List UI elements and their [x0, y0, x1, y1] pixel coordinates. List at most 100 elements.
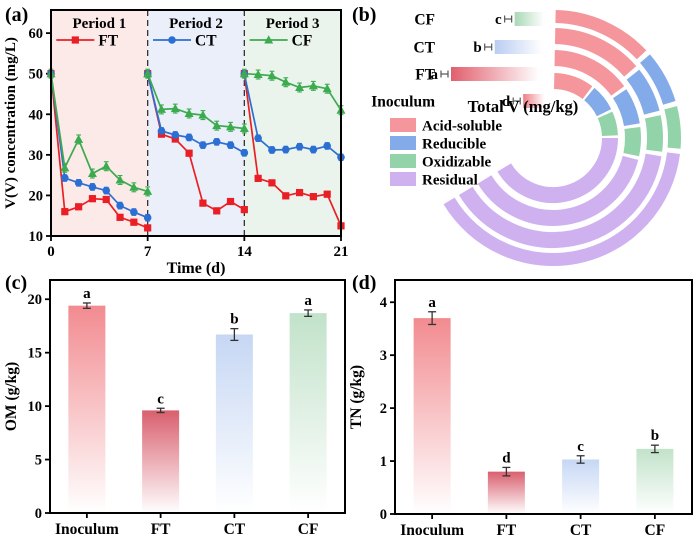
y-tick-label: 15 — [28, 346, 43, 362]
panel-d-bar-chart: a Inoculum d FT c CT b CF 0 1 2 3 4 TN (g/kg) — [348, 279, 693, 539]
period-band-3 — [244, 10, 341, 236]
cf-triangle-marker — [308, 81, 318, 90]
cf-triangle-marker — [253, 69, 263, 79]
total-v-bar-ct — [494, 40, 546, 54]
y-tick-label: 0 — [380, 507, 387, 523]
ft-square-marker — [240, 206, 248, 214]
ft-square-marker — [309, 193, 317, 201]
sig-letter: a — [83, 286, 91, 302]
panel-d-tag: (d) — [352, 272, 377, 294]
ct-circle-marker — [295, 142, 304, 151]
panel-c-tag: (c) — [5, 272, 28, 294]
sig-letter: b — [230, 312, 238, 328]
ct-circle-marker — [185, 133, 193, 142]
cf-triangle-marker — [281, 77, 291, 86]
ring-inoculum-oxidizable — [597, 111, 618, 137]
y-tick-label: 2 — [380, 401, 387, 417]
legend-label: CF — [292, 33, 313, 50]
legend-label: Reducible — [422, 137, 487, 153]
bar-ft — [487, 471, 525, 514]
cf-triangle-marker — [322, 83, 332, 93]
ct-circle-marker — [143, 213, 152, 222]
y-tick-label: 20 — [28, 292, 43, 308]
x-tick-label: CT — [224, 521, 246, 538]
sig-letter: c — [495, 12, 502, 28]
ring-cf-residual — [443, 152, 680, 266]
x-tick-label: Inoculum — [55, 521, 119, 538]
sig-letter: c — [157, 391, 164, 407]
x-tick-label: CT — [570, 522, 592, 539]
x-tick-label: FT — [496, 522, 516, 539]
y-tick-label: 0 — [35, 506, 42, 522]
period-label: Period 1 — [72, 16, 126, 32]
ft-square-marker — [61, 208, 69, 216]
sig-letter: c — [577, 439, 584, 455]
group-label: CF — [414, 12, 435, 29]
x-tick-label: 21 — [334, 244, 349, 260]
ring-cf-reducible — [639, 54, 676, 105]
y-tick-label: 30 — [29, 148, 44, 164]
cf-triangle-marker — [264, 35, 274, 44]
ct-circle-marker — [171, 131, 180, 139]
total-v-bar-cf — [514, 12, 546, 26]
legend-label: Acid-soluble — [422, 119, 502, 135]
ct-circle-marker — [88, 183, 97, 191]
sig-letter: a — [304, 293, 312, 309]
ct-circle-marker — [254, 134, 262, 143]
ring-ft-oxidizable — [623, 126, 641, 157]
y-tick-label: 10 — [29, 229, 44, 245]
cf-triangle-marker — [170, 103, 180, 113]
ct-circle-marker — [240, 149, 249, 157]
cf-triangle-marker — [74, 134, 84, 143]
period-label: Period 2 — [169, 16, 223, 32]
cf-triangle-marker — [226, 122, 236, 131]
sig-letter: a — [428, 295, 436, 311]
ct-circle-marker — [168, 36, 176, 44]
ring-inoculum-reducible — [583, 87, 612, 117]
bar-inoculum — [68, 305, 106, 513]
ring-cf-acid-soluble — [555, 10, 647, 60]
ring-ct-residual — [458, 153, 662, 248]
x-tick-label: 7 — [144, 244, 152, 260]
cf-triangle-marker — [184, 108, 194, 117]
y-axis-label: TN (g/kg) — [348, 365, 365, 429]
group-label: FT — [415, 67, 435, 84]
x-axis-label: Time (d) — [167, 260, 226, 277]
x-tick-label: FT — [151, 521, 171, 538]
x-tick-label: CF — [298, 521, 319, 538]
total-v-bar-ft — [451, 67, 546, 81]
ft-square-marker — [75, 203, 83, 211]
ct-circle-marker — [61, 174, 69, 182]
bar-cf — [636, 448, 674, 514]
cf-triangle-marker — [101, 161, 111, 170]
ct-circle-marker — [323, 142, 331, 150]
y-tick-label: 60 — [29, 26, 44, 42]
panel-b-tag: (b) — [352, 4, 377, 26]
bar-cf — [289, 313, 327, 513]
panel-a-tag: (a) — [5, 4, 29, 26]
legend-label: CT — [195, 33, 217, 50]
ct-circle-marker — [130, 208, 138, 216]
ft-square-marker — [144, 224, 152, 232]
y-tick-label: 5 — [35, 453, 42, 469]
ft-square-marker — [268, 179, 276, 187]
sig-letter: d — [502, 450, 511, 466]
cf-triangle-marker — [239, 123, 249, 132]
ring-inoculum-residual — [497, 137, 618, 203]
plot-frame — [394, 279, 693, 515]
legend-label: FT — [98, 33, 118, 50]
sig-letter: b — [651, 428, 659, 444]
period-label: Period 3 — [266, 16, 320, 32]
ring-ft-residual — [477, 155, 639, 226]
y-tick-label: 20 — [29, 188, 44, 204]
legend-swatch-reducible — [390, 136, 416, 150]
y-tick-label: 40 — [29, 107, 44, 123]
cf-triangle-marker — [129, 182, 139, 191]
total-v-bar-inoculum — [523, 94, 546, 108]
cf-triangle-marker — [115, 175, 125, 184]
x-tick-label: 0 — [47, 244, 55, 260]
group-label: CT — [413, 40, 435, 57]
cf-triangle-marker — [295, 82, 305, 91]
ft-square-marker — [213, 207, 221, 215]
